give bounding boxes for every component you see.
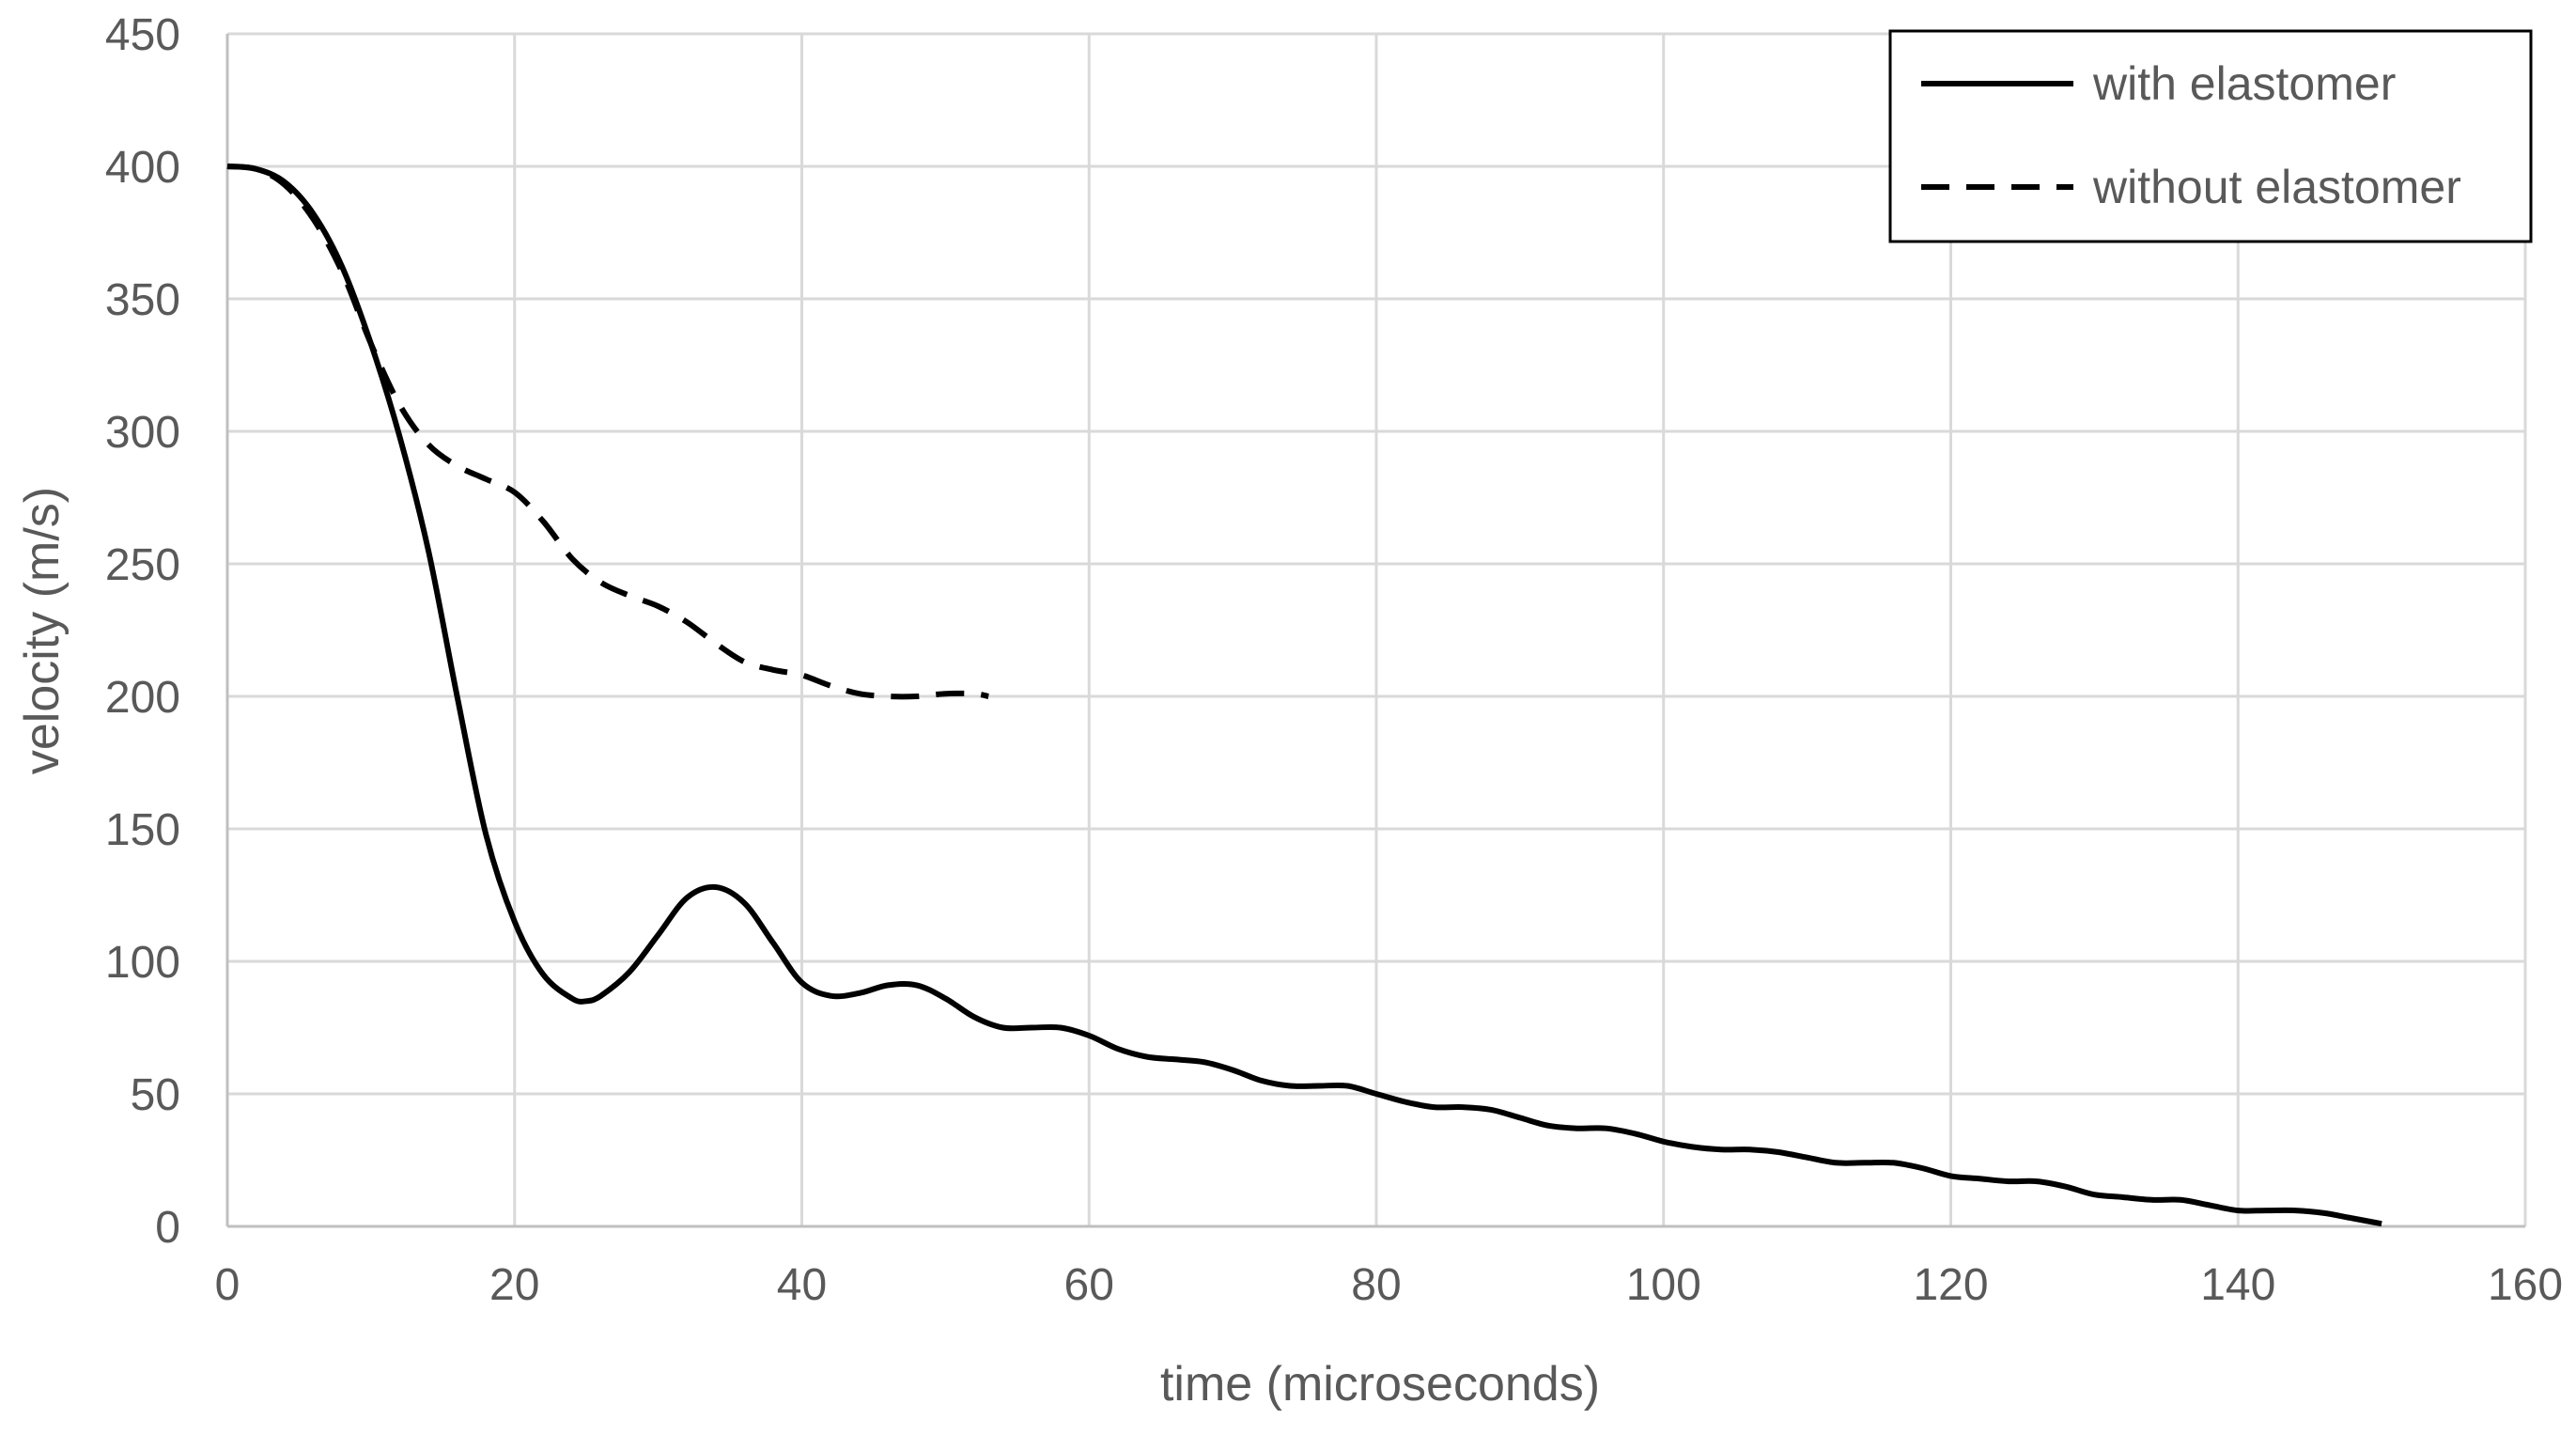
series: [226, 164, 2382, 1227]
x-tick-label-40: 40: [777, 1260, 827, 1310]
x-tick-label-100: 100: [1626, 1260, 1701, 1310]
series-line-without-elastomer: [226, 164, 989, 700]
series-line-with-elastomer: [226, 164, 2382, 1227]
axes: [225, 34, 2525, 1228]
x-tick-label-0: 0: [215, 1260, 241, 1310]
legend: with elastomer without elastomer: [1888, 29, 2533, 243]
x-tick-label-80: 80: [1351, 1260, 1401, 1310]
x-tick-label-140: 140: [2200, 1260, 2275, 1310]
x-tick-label-120: 120: [1913, 1260, 1988, 1310]
y-tick-label-150: 150: [105, 805, 180, 855]
y-tick-label-450: 450: [105, 10, 180, 60]
x-tick-label-20: 20: [489, 1260, 539, 1310]
y-tick-label-0: 0: [155, 1203, 180, 1253]
x-axis-title: time (microseconds): [1160, 1357, 1600, 1412]
y-tick-label-200: 200: [105, 673, 180, 723]
legend-box: [1888, 29, 2533, 243]
grid: [227, 32, 2527, 1226]
y-axis-title: velocity (m/s): [15, 487, 70, 774]
y-tick-label-350: 350: [105, 275, 180, 325]
y-tick-label-100: 100: [105, 938, 180, 988]
tick-labels: 0 50 100 150 200 250 300 350 400 450 0 20 40 60 80 100 1…: [105, 10, 2563, 1310]
legend-label-without-elastomer: without elastomer: [2092, 161, 2461, 213]
y-tick-label-250: 250: [105, 540, 180, 590]
y-tick-label-50: 50: [131, 1070, 180, 1120]
y-tick-label-300: 300: [105, 408, 180, 458]
legend-label-with-elastomer: with elastomer: [2092, 57, 2396, 110]
x-tick-label-160: 160: [2488, 1260, 2563, 1310]
y-tick-label-400: 400: [105, 143, 180, 193]
x-tick-label-60: 60: [1064, 1260, 1114, 1310]
